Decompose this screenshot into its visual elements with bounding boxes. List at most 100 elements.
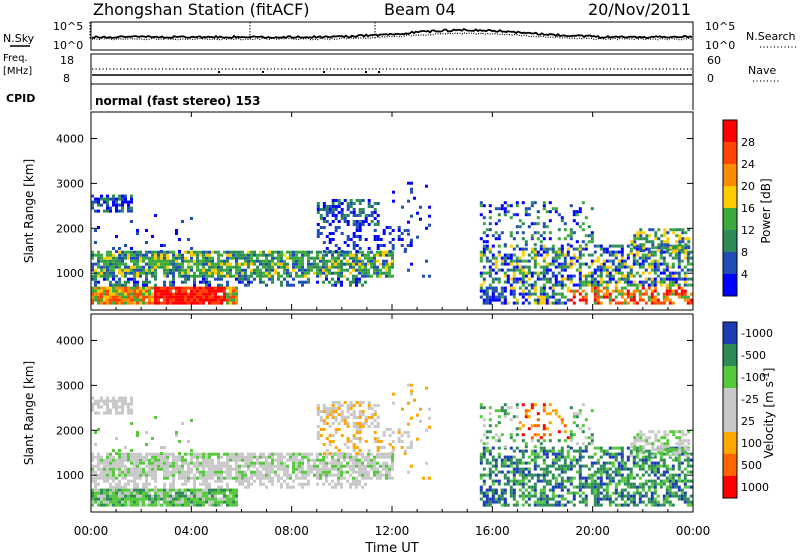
heatmap-cell [169,482,172,486]
heatmap-cell [313,256,316,260]
heatmap-cell [614,503,618,507]
heatmap-cell [205,461,208,465]
heatmap-cell [665,289,669,293]
heatmap-cell [630,445,634,449]
heatmap-cell [283,265,286,269]
heatmap-cell [668,274,672,278]
heatmap-cell [545,500,549,504]
heatmap-cell [127,402,130,406]
heatmap-cell [373,256,376,260]
heatmap-cell [220,301,223,305]
heatmap-cell [208,470,211,474]
heatmap-cell [557,213,561,217]
heatmap-cell [370,220,374,223]
heatmap-cell [190,500,193,504]
heatmap-cell [265,461,268,465]
heatmap-cell [397,437,401,440]
heatmap-cell [193,253,196,257]
heatmap-cell [620,295,624,299]
heatmap-cell [542,488,546,492]
heatmap-cell [397,235,401,238]
heatmap-cell [361,425,365,428]
heatmap-cell [370,476,373,480]
heatmap-cell [178,301,181,305]
heatmap-cell [590,479,594,483]
heatmap-cell [560,488,564,492]
heatmap-cell [602,467,606,471]
heatmap-cell [512,488,516,492]
heatmap-cell [274,268,277,272]
heatmap-cell [325,274,328,278]
heatmap-cell [491,280,495,284]
heatmap-cell [590,409,594,413]
heatmap-cell [145,268,148,272]
heatmap-cell [560,470,564,474]
heatmap-cell [343,199,347,202]
heatmap-cell [118,455,121,459]
heatmap-cell [590,207,594,211]
heatmap-cell [166,295,169,299]
heatmap-cell [154,485,157,489]
heatmap-cell [662,494,666,498]
heatmap-cell [666,240,670,244]
heatmap-cell [127,405,130,409]
heatmap-cell [533,464,537,468]
heatmap-cell [175,464,178,468]
heatmap-cell [154,488,157,492]
heatmap-cell [527,470,531,474]
heatmap-cell [244,268,247,272]
heatmap-cell [665,497,669,501]
heatmap-cell [352,410,356,413]
heatmap-cell [491,295,495,299]
heatmap-cell [361,223,365,226]
heatmap-cell [289,485,292,489]
heatmap-cell [494,237,498,241]
heatmap-cell [151,470,154,474]
heatmap-cell [181,491,184,495]
heatmap-cell [223,259,226,263]
heatmap-cell [91,268,94,272]
heatmap-cell [581,424,585,428]
heatmap-cell [689,292,693,296]
heatmap-cell [187,503,190,507]
heatmap-cell [103,494,106,498]
heatmap-cell [145,256,148,260]
heatmap-cell [91,488,94,492]
heatmap-cell [530,449,534,453]
heatmap-cell [238,271,241,275]
heatmap-cell [644,268,648,272]
heatmap-cell [651,228,655,232]
heatmap-cell [630,454,634,458]
heatmap-cell [674,289,678,293]
heatmap-cell [94,500,97,504]
heatmap-cell [689,452,693,456]
heatmap-cell [488,467,492,471]
heatmap-cell [494,467,498,471]
heatmap-cell [325,437,329,440]
heatmap-cell [214,262,217,266]
heatmap-cell [587,240,591,244]
heatmap-cell [409,244,413,247]
heatmap-cell [539,442,543,446]
heatmap-cell [482,473,486,477]
heatmap-cell [316,268,319,272]
heatmap-cell [328,232,332,235]
heatmap-cell [328,413,332,416]
heatmap-cell [160,452,163,455]
heatmap-cell [605,259,609,263]
heatmap-cell [376,437,380,440]
heatmap-cell [322,220,326,223]
heatmap-cell [367,199,371,202]
heatmap-cell [97,262,100,266]
heatmap-cell [106,497,109,501]
heatmap-cell [217,473,220,477]
heatmap-cell [148,298,151,302]
heatmap-cell [548,503,552,507]
heatmap-cell [539,289,543,293]
heatmap-cell [295,271,298,275]
heatmap-cell [539,479,543,483]
heatmap-cell [686,461,690,465]
heatmap-cell [355,485,358,489]
heatmap-cell [256,473,259,477]
heatmap-cell [647,256,651,260]
